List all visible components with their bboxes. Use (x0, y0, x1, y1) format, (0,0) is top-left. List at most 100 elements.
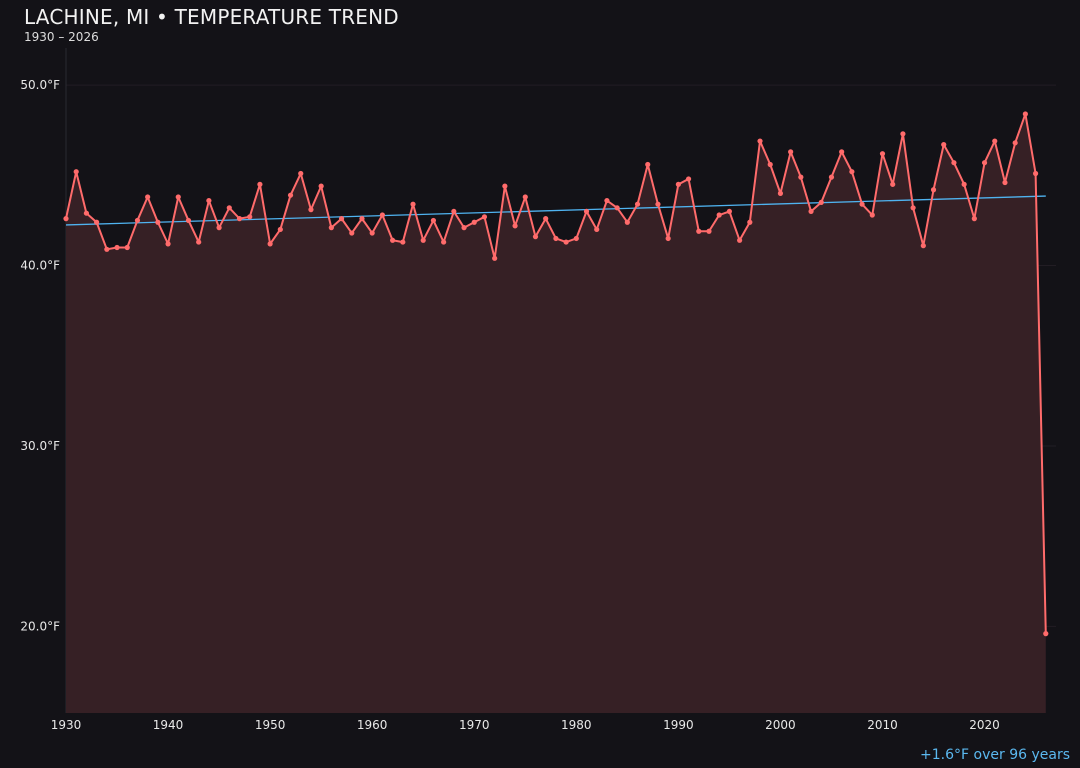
data-point (216, 225, 222, 231)
x-tick-label: 1970 (459, 718, 490, 732)
data-point (175, 194, 181, 200)
x-tick-label: 1980 (561, 718, 592, 732)
x-tick-label: 1950 (255, 718, 286, 732)
data-point (696, 228, 702, 234)
area-fill (66, 113, 1046, 713)
data-point (890, 181, 896, 187)
data-point (461, 225, 467, 231)
data-point (287, 192, 294, 198)
chart-title: LACHINE, MI • TEMPERATURE TREND (24, 5, 399, 29)
data-point (624, 219, 630, 225)
data-point (389, 237, 396, 243)
data-point (828, 174, 835, 180)
data-point (277, 226, 283, 233)
x-tick-label: 1990 (663, 718, 694, 732)
data-point (267, 241, 273, 247)
data-point (257, 181, 263, 187)
data-point (502, 183, 508, 189)
data-point (951, 160, 957, 166)
data-point (1032, 170, 1039, 177)
data-point (869, 212, 875, 218)
data-point (420, 237, 426, 243)
data-point (737, 237, 743, 243)
data-point (94, 219, 100, 225)
data-point (481, 214, 488, 220)
data-point (400, 239, 406, 245)
data-point (114, 244, 120, 251)
data-point (655, 201, 661, 207)
data-point (124, 244, 130, 251)
data-point (757, 138, 763, 144)
data-point (747, 219, 753, 225)
data-point (941, 142, 947, 148)
data-point (777, 190, 784, 196)
data-point (900, 131, 906, 137)
x-tick-label: 2000 (765, 718, 796, 732)
data-point (614, 205, 620, 211)
y-tick-label: 20.0°F (20, 619, 60, 633)
data-point (992, 138, 998, 144)
data-point (73, 169, 79, 175)
data-point (645, 161, 651, 168)
data-point (512, 223, 518, 229)
data-point (920, 243, 926, 249)
data-point (308, 207, 314, 213)
data-point (1012, 140, 1018, 146)
data-point (155, 219, 161, 225)
data-point (1002, 179, 1008, 186)
data-point (726, 208, 733, 215)
data-point (706, 228, 712, 234)
data-point (604, 197, 610, 204)
data-point (910, 205, 916, 211)
data-point (971, 216, 977, 222)
x-tick-label: 1930 (51, 718, 82, 732)
data-point (206, 197, 212, 204)
data-point (798, 174, 804, 180)
data-point (134, 217, 141, 224)
data-point (522, 194, 528, 200)
data-point (441, 239, 447, 245)
data-point (410, 201, 416, 207)
y-tick-label: 50.0°F (20, 78, 60, 92)
data-point (675, 181, 681, 187)
data-point (83, 210, 90, 216)
x-tick-label: 1960 (357, 718, 388, 732)
data-point (808, 208, 814, 215)
data-point (369, 230, 375, 236)
data-point (1043, 631, 1049, 637)
data-point (318, 183, 324, 189)
chart-subtitle: 1930 – 2026 (24, 30, 99, 44)
data-point (165, 241, 171, 247)
data-point (543, 216, 549, 222)
data-point (767, 161, 773, 168)
data-point (879, 151, 886, 157)
y-tick-label: 30.0°F (20, 439, 60, 453)
data-point (665, 235, 671, 242)
y-tick-label: 40.0°F (20, 259, 60, 273)
data-point (573, 235, 579, 242)
data-point (349, 230, 355, 236)
data-point (471, 219, 477, 225)
data-point (338, 216, 345, 222)
data-point (185, 217, 192, 224)
data-point (594, 226, 600, 233)
data-point (196, 239, 202, 245)
data-point (563, 239, 569, 245)
data-point (839, 149, 845, 155)
data-point (685, 176, 692, 182)
data-point (634, 201, 641, 207)
data-point (104, 246, 110, 252)
data-point (532, 234, 539, 240)
trend-annotation: +1.6°F over 96 years (920, 747, 1070, 763)
data-point (716, 212, 722, 218)
trend-line (65, 195, 1046, 226)
data-point (849, 169, 855, 175)
x-tick-label: 1940 (153, 718, 184, 732)
data-point (451, 208, 457, 215)
x-tick-label: 2010 (867, 718, 898, 732)
data-point (818, 199, 824, 205)
data-point (859, 201, 865, 207)
data-point (981, 160, 988, 166)
data-point (430, 217, 437, 224)
